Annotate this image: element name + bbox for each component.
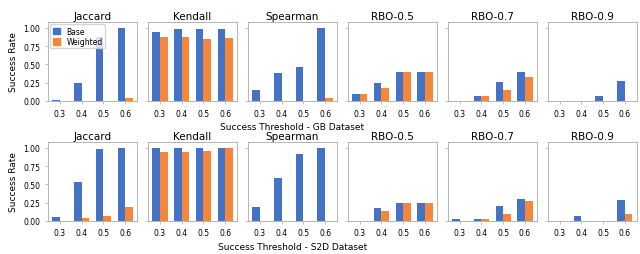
Bar [617, 201, 625, 221]
Bar [425, 72, 433, 102]
Bar [204, 151, 211, 221]
Bar [495, 83, 503, 102]
Title: RBO-0.9: RBO-0.9 [571, 12, 614, 22]
Bar [452, 219, 460, 221]
Title: Spearman: Spearman [266, 12, 319, 22]
Bar [474, 96, 481, 102]
Bar [481, 96, 489, 102]
Bar [274, 179, 282, 221]
X-axis label: Success Threshold - GB Dataset: Success Threshold - GB Dataset [220, 122, 365, 131]
Bar [52, 217, 60, 221]
Title: Jaccard: Jaccard [74, 12, 111, 22]
Legend: Base, Weighted: Base, Weighted [51, 25, 105, 49]
Bar [595, 96, 603, 102]
Bar [204, 40, 211, 102]
Bar [474, 219, 481, 221]
Title: RBO-0.9: RBO-0.9 [571, 132, 614, 141]
Bar [96, 38, 104, 102]
Bar [182, 37, 189, 102]
Bar [403, 203, 411, 221]
Bar [104, 217, 111, 221]
Bar [396, 72, 403, 102]
Bar [495, 207, 503, 221]
Bar [52, 101, 60, 102]
Bar [517, 72, 525, 102]
Bar [425, 203, 433, 221]
Title: RBO-0.5: RBO-0.5 [371, 12, 414, 22]
Bar [225, 39, 233, 102]
Bar [74, 182, 82, 221]
Bar [525, 78, 532, 102]
Bar [625, 214, 632, 221]
Bar [174, 148, 182, 221]
Bar [296, 67, 303, 102]
Bar [403, 72, 411, 102]
Bar [225, 148, 233, 221]
Bar [573, 216, 581, 221]
Bar [517, 199, 525, 221]
Bar [374, 208, 381, 221]
Bar [360, 94, 367, 102]
Title: Spearman: Spearman [266, 132, 319, 141]
Bar [152, 33, 160, 102]
Y-axis label: Success Rate: Success Rate [9, 32, 18, 92]
Bar [481, 219, 489, 221]
Bar [196, 29, 204, 102]
Bar [503, 214, 511, 221]
Bar [417, 203, 425, 221]
Bar [381, 88, 389, 102]
Bar [218, 29, 225, 102]
Bar [317, 148, 325, 221]
Bar [182, 153, 189, 221]
Bar [417, 72, 425, 102]
Bar [96, 150, 104, 221]
Title: Jaccard: Jaccard [74, 132, 111, 141]
Bar [82, 218, 90, 221]
Bar [352, 94, 360, 102]
Bar [118, 29, 125, 102]
Bar [118, 148, 125, 221]
Bar [274, 74, 282, 102]
Bar [74, 84, 82, 102]
Title: Kendall: Kendall [173, 12, 212, 22]
Bar [252, 91, 260, 102]
Title: RBO-0.5: RBO-0.5 [371, 132, 414, 141]
Bar [617, 82, 625, 102]
Bar [252, 207, 260, 221]
X-axis label: Success Threshold - S2D Dataset: Success Threshold - S2D Dataset [218, 242, 367, 251]
Bar [317, 29, 325, 102]
Bar [396, 203, 403, 221]
Bar [152, 148, 160, 221]
Bar [125, 99, 133, 102]
Bar [160, 153, 168, 221]
Bar [525, 201, 532, 221]
Bar [174, 30, 182, 102]
Bar [160, 38, 168, 102]
Title: RBO-0.7: RBO-0.7 [471, 12, 514, 22]
Bar [381, 211, 389, 221]
Title: RBO-0.7: RBO-0.7 [471, 132, 514, 141]
Bar [125, 207, 133, 221]
Bar [218, 148, 225, 221]
Bar [374, 83, 381, 102]
Bar [196, 148, 204, 221]
Y-axis label: Success Rate: Success Rate [9, 152, 18, 212]
Bar [325, 99, 333, 102]
Bar [296, 154, 303, 221]
Title: Kendall: Kendall [173, 132, 212, 141]
Bar [503, 91, 511, 102]
